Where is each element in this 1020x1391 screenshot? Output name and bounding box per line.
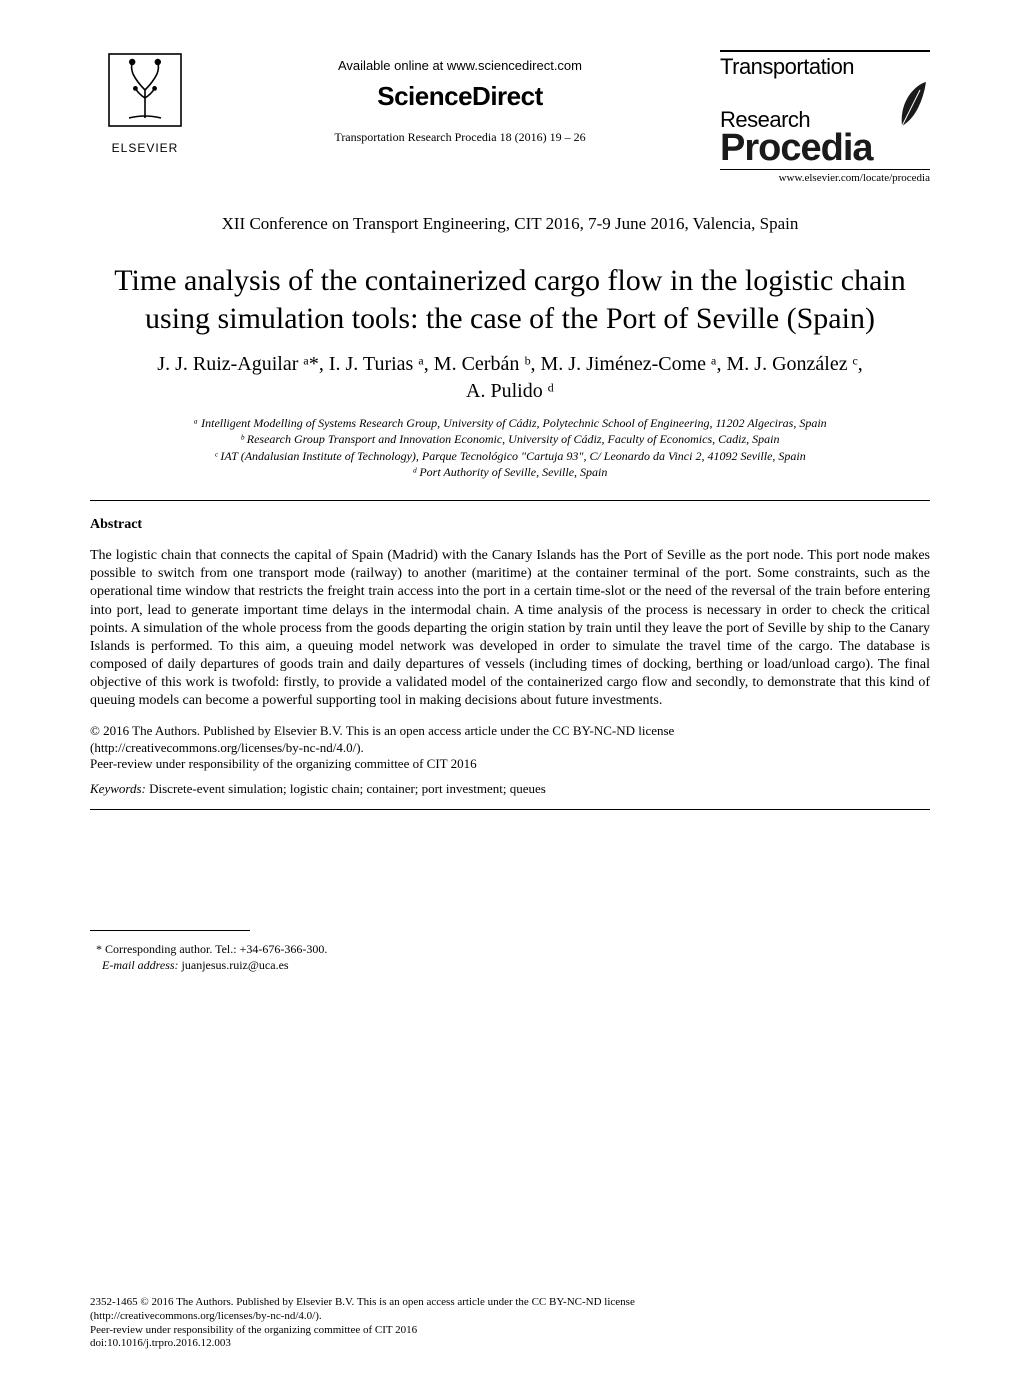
footer-peer-review: Peer-review under responsibility of the …	[90, 1324, 417, 1336]
procedia-citation: Transportation Research Procedia 18 (201…	[210, 130, 710, 145]
email-label: E-mail address:	[102, 958, 179, 972]
doi: doi:10.1016/j.trpro.2016.12.003	[90, 1337, 231, 1349]
abstract-body: The logistic chain that connects the cap…	[90, 547, 930, 711]
authors-line-2: A. Pulido ᵈ	[466, 380, 554, 402]
journal-leaf-icon	[896, 80, 930, 133]
journal-logo-block: Transportation Research Procedia www.els…	[720, 50, 930, 184]
keywords-label: Keywords:	[90, 781, 146, 796]
authors: J. J. Ruiz-Aguilar ᵃ*, I. J. Turias ᵃ, M…	[90, 351, 930, 405]
journal-title-row: Transportation	[720, 50, 930, 80]
elsevier-label: ELSEVIER	[90, 141, 200, 155]
affiliation-b: ᵇ Research Group Transport and Innovatio…	[90, 431, 930, 447]
journal-url: www.elsevier.com/locate/procedia	[720, 169, 930, 184]
authors-line-1: J. J. Ruiz-Aguilar ᵃ*, I. J. Turias ᵃ, M…	[157, 353, 862, 375]
elsevier-logo-block: ELSEVIER	[90, 50, 200, 155]
rule-after-keywords	[90, 809, 930, 810]
email-address: juanjesus.ruiz@uca.es	[179, 958, 289, 972]
header-center: Available online at www.sciencedirect.co…	[200, 50, 720, 145]
title-line-1: Time analysis of the containerized cargo…	[114, 264, 905, 297]
conference-line: XII Conference on Transport Engineering,…	[90, 214, 930, 234]
affiliation-c: ᶜ IAT (Andalusian Institute of Technolog…	[90, 448, 930, 464]
paper-title: Time analysis of the containerized cargo…	[90, 262, 930, 337]
affiliation-d: ᵈ Port Authority of Seville, Seville, Sp…	[90, 464, 930, 480]
available-online-text: Available online at www.sciencedirect.co…	[210, 58, 710, 73]
footer-block: 2352-1465 © 2016 The Authors. Published …	[90, 1296, 930, 1351]
header: ELSEVIER Available online at www.science…	[90, 50, 930, 184]
sciencedirect-logo: ScienceDirect	[210, 81, 710, 112]
journal-word-transportation: Transportation	[720, 54, 854, 80]
keywords: Keywords: Discrete-event simulation; log…	[90, 781, 930, 797]
corresponding-footnote: * Corresponding author. Tel.: +34-676-36…	[90, 941, 930, 973]
license-block: © 2016 The Authors. Published by Elsevie…	[90, 723, 930, 774]
journal-word-procedia: Procedia	[720, 131, 873, 165]
peer-review-line: Peer-review under responsibility of the …	[90, 756, 477, 771]
license-link[interactable]: (http://creativecommons.org/licenses/by-…	[90, 740, 364, 755]
corresponding-author: * Corresponding author. Tel.: +34-676-36…	[96, 942, 327, 956]
license-line-1: © 2016 The Authors. Published by Elsevie…	[90, 723, 674, 738]
footer-license-link[interactable]: (http://creativecommons.org/licenses/by-…	[90, 1310, 322, 1322]
title-line-2: using simulation tools: the case of the …	[145, 302, 875, 335]
abstract-heading: Abstract	[90, 517, 930, 533]
footnote-separator	[90, 930, 250, 931]
keywords-text: Discrete-event simulation; logistic chai…	[146, 781, 546, 796]
affiliations: ᵃ Intelligent Modelling of Systems Resea…	[90, 415, 930, 480]
affiliation-a: ᵃ Intelligent Modelling of Systems Resea…	[90, 415, 930, 431]
rule-before-abstract	[90, 500, 930, 501]
issn-copyright: 2352-1465 © 2016 The Authors. Published …	[90, 1296, 635, 1308]
elsevier-tree-icon	[90, 50, 200, 135]
